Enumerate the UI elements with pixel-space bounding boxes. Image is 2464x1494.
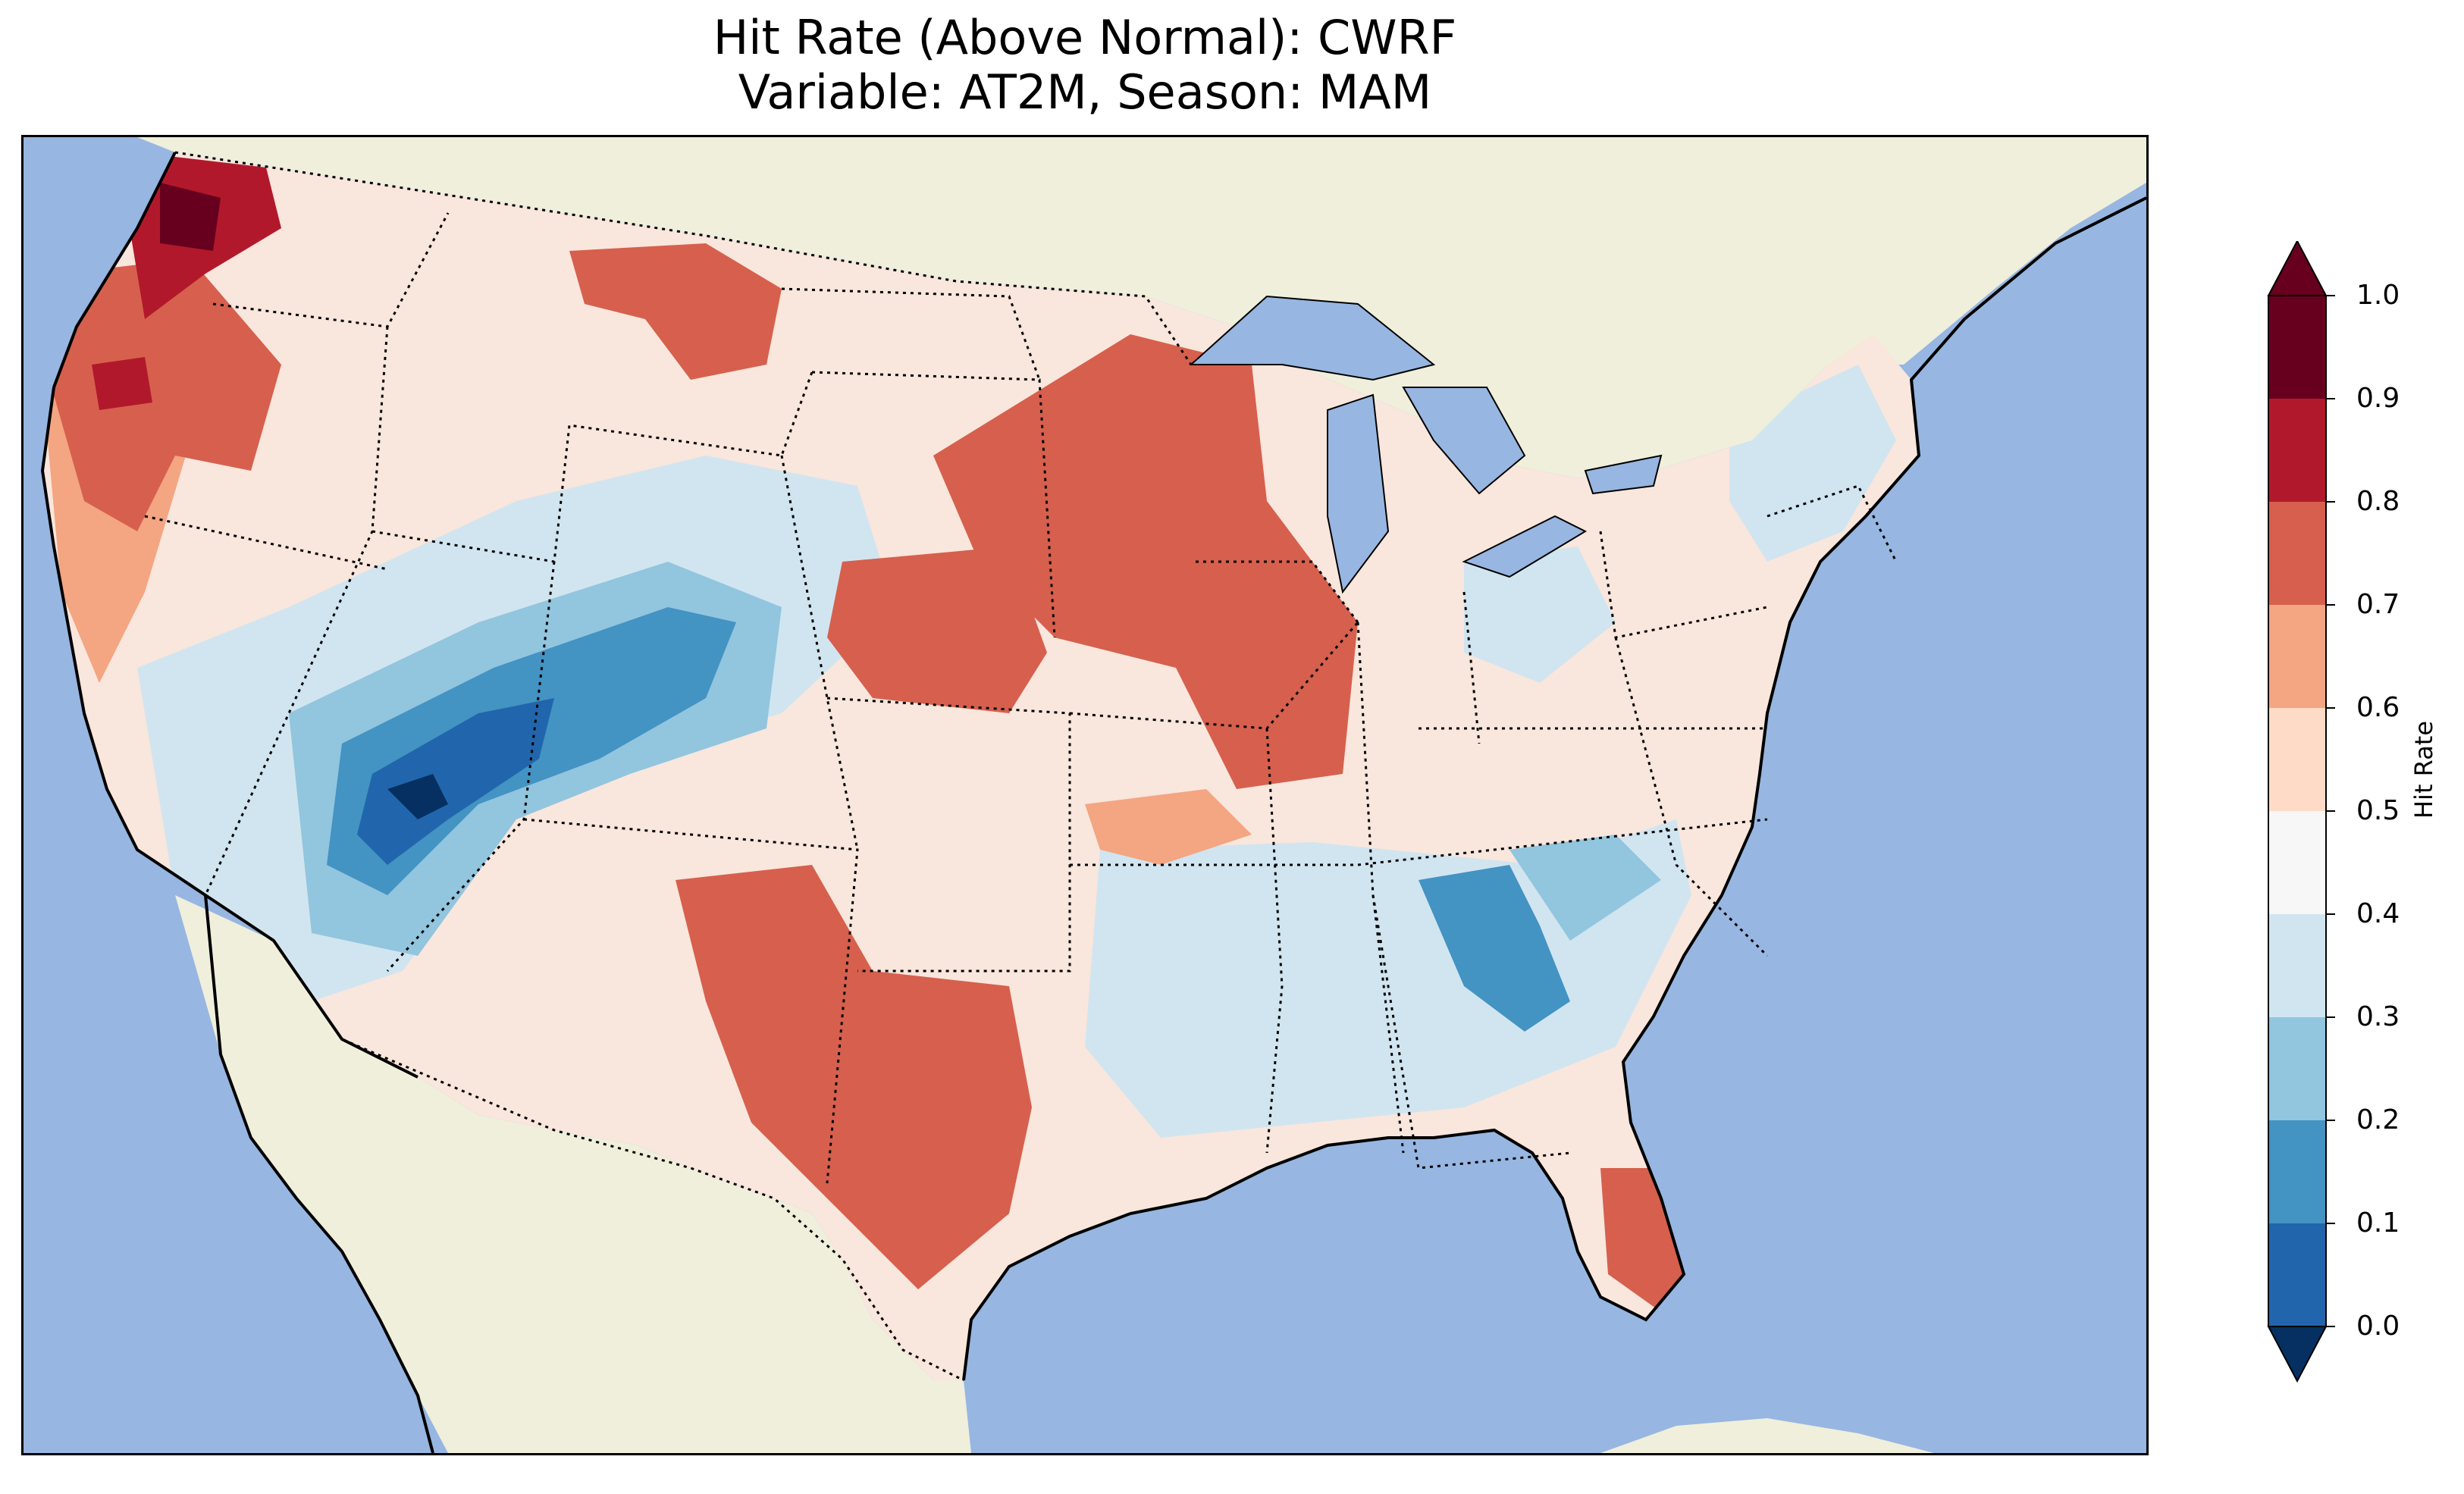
map-canvas (40, 137, 2146, 1453)
state-borders (144, 212, 1898, 1184)
colorbar-segment (2268, 399, 2326, 502)
lake-superior (1189, 295, 1436, 381)
canada-border (174, 151, 1193, 365)
colorbar (2267, 241, 2335, 1383)
canada-landmass (137, 137, 2146, 478)
map-title: Hit Rate (Above Normal): CWRF Variable: … (21, 11, 2149, 120)
region-midwest (933, 334, 1358, 789)
colorbar-segment (2268, 708, 2326, 811)
colorbar-tick-label: 0.7 (2356, 589, 2400, 620)
region-four-corners (357, 698, 554, 865)
lake-huron (1402, 387, 1526, 495)
region-olympic-peak (160, 183, 221, 251)
colorbar-segment (2268, 605, 2326, 708)
colorbar-segment (2268, 502, 2326, 605)
colorbar-tick-label: 0.4 (2356, 898, 2400, 929)
colorbar-segment (2268, 811, 2326, 914)
colorbar-segment (2268, 1017, 2326, 1120)
colorbar-tick-label: 0.0 (2356, 1311, 2400, 1342)
lake-erie (1462, 515, 1588, 578)
region-northern-plains (569, 243, 782, 380)
mexico-landmass (175, 895, 971, 1453)
region-core-low (387, 774, 448, 819)
colorbar-tick-label: 0.6 (2356, 692, 2400, 723)
colorbar-segment (2268, 1223, 2326, 1326)
cuba-landmass (1600, 1418, 1934, 1453)
colorbar-tick-label: 0.9 (2356, 383, 2400, 414)
colorbar-label: Hit Rate (2409, 720, 2438, 819)
baja-coastline (204, 894, 434, 1453)
map-area[interactable] (21, 135, 2149, 1455)
region-ohio-light (1464, 547, 1616, 683)
colorbar-tick-label: 0.8 (2356, 486, 2400, 517)
region-oregon-peak (92, 357, 152, 410)
colorbar-tick-label: 0.3 (2356, 1001, 2400, 1032)
colorbar-segment (2268, 296, 2326, 399)
region-ozarks (1085, 789, 1252, 865)
region-central-plains (827, 547, 1047, 713)
title-line-1: Hit Rate (Above Normal): CWRF (713, 10, 1457, 65)
colorbar-segment (2268, 914, 2326, 1017)
colorbar-tick-label: 0.1 (2356, 1207, 2400, 1239)
great-lakes (1189, 295, 1663, 594)
region-carolinas (1509, 835, 1661, 941)
colorbar-tick-label: 0.5 (2356, 795, 2400, 826)
region-texas (676, 865, 1032, 1289)
colorbar-extend-max (2267, 241, 2328, 296)
region-oregon (54, 258, 281, 531)
colorbar-extend-min (2267, 1326, 2328, 1383)
region-georgia (1419, 865, 1570, 1032)
lake-ontario (1584, 454, 1663, 495)
hit-rate-field (42, 152, 1919, 1380)
colorbar-tick-label: 1.0 (2356, 280, 2400, 311)
colorbar-segment (2268, 1120, 2326, 1223)
us-coastline (40, 152, 2146, 1381)
region-south-light (1085, 819, 1691, 1138)
colorbar-tick-label: 0.2 (2356, 1104, 2400, 1135)
lake-michigan (1327, 393, 1390, 594)
title-line-2: Variable: AT2M, Season: MAM (738, 64, 1432, 120)
